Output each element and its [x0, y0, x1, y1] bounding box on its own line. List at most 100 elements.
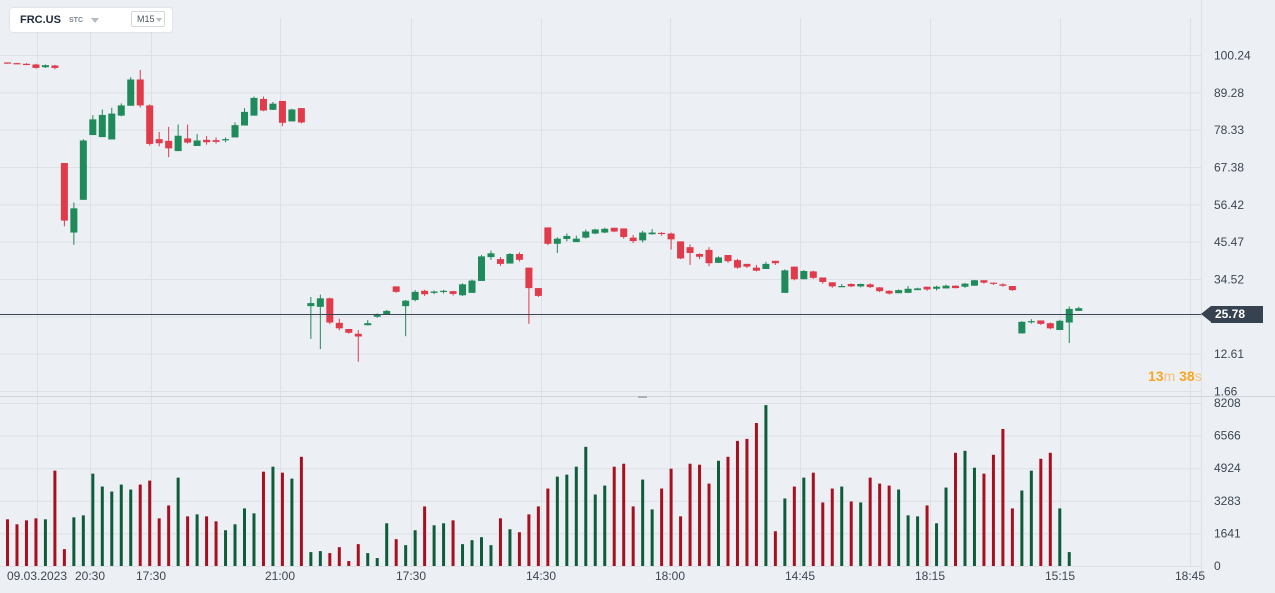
candle	[743, 263, 751, 268]
volume-bar	[138, 484, 142, 566]
candle-body	[534, 288, 542, 296]
volume-bar	[536, 506, 540, 566]
candle-body	[582, 231, 590, 238]
volume-bar	[878, 483, 882, 566]
price-tick-label: 56.42	[1214, 198, 1244, 212]
candle	[468, 279, 476, 293]
candle	[857, 283, 865, 288]
candle-body	[809, 271, 817, 278]
volume-bar	[243, 508, 246, 566]
volume-bar	[119, 484, 123, 566]
candle	[923, 286, 931, 291]
candle	[601, 227, 609, 234]
candle	[752, 264, 760, 272]
time-tick-label: 14:30	[526, 569, 556, 583]
interval-label: M15	[137, 14, 155, 24]
candle-body	[620, 228, 628, 237]
candle-body	[933, 286, 941, 289]
volume-bar	[859, 502, 863, 566]
candle	[942, 284, 950, 289]
volume-bar	[423, 506, 427, 566]
candle	[980, 280, 988, 284]
price-tick-label: 34.52	[1214, 273, 1244, 287]
candle-body	[127, 79, 135, 106]
candle	[259, 96, 267, 112]
candle-body	[79, 140, 87, 200]
candle	[705, 247, 713, 267]
volume-bar	[1039, 458, 1043, 566]
candle	[316, 294, 324, 350]
candle	[440, 289, 448, 294]
candle	[79, 139, 87, 200]
candle-body	[354, 333, 362, 337]
time-tick-label: 18:45	[1175, 569, 1205, 583]
candle	[525, 267, 533, 324]
volume-bar	[24, 520, 28, 566]
volume-bar	[574, 466, 578, 566]
price-tick-label: 100.24	[1214, 49, 1251, 63]
candle	[781, 269, 789, 293]
volume-bar	[963, 450, 967, 566]
candle	[297, 108, 305, 124]
volume-tick-label: 6566	[1214, 429, 1241, 443]
volume-bar	[612, 466, 616, 566]
candle	[307, 296, 315, 339]
candle-body	[658, 232, 666, 235]
candle-body	[923, 286, 931, 290]
candle-body	[553, 238, 561, 244]
time-tick-label: 09.03.2023	[7, 569, 67, 583]
volume-bar	[356, 544, 360, 566]
candle-body	[288, 109, 296, 122]
candle-body	[108, 113, 116, 140]
candle	[933, 285, 941, 291]
candle-body	[591, 229, 599, 234]
candle	[1056, 319, 1064, 331]
volume-bar	[252, 513, 256, 566]
candle-body	[51, 65, 59, 68]
volume-bar	[925, 505, 929, 566]
candle-body	[184, 138, 192, 143]
candle-body	[316, 298, 324, 307]
candle-body	[22, 63, 30, 66]
candle-body	[326, 298, 334, 323]
candle-body	[496, 259, 504, 264]
candle	[800, 270, 808, 280]
candle-body	[373, 314, 381, 317]
candle-body	[231, 125, 239, 138]
volume-bar	[849, 501, 853, 566]
candle-body	[345, 328, 353, 333]
symbol-label[interactable]: FRC.US	[20, 14, 61, 26]
chevron-down-icon[interactable]	[91, 18, 99, 23]
candle	[155, 131, 163, 147]
volume-bar	[783, 498, 787, 566]
volume-bar	[442, 523, 446, 566]
candle	[904, 286, 912, 293]
volume-bar	[299, 456, 303, 566]
candle-body	[629, 237, 637, 242]
volume-bar	[1001, 428, 1005, 566]
candle	[117, 103, 125, 117]
candle-body	[961, 283, 969, 287]
volume-series	[6, 405, 1071, 566]
candle-countdown: 13m 38s	[1148, 368, 1202, 384]
pane-divider-handle[interactable]	[638, 396, 647, 398]
volume-bar	[717, 460, 720, 566]
candle-body	[762, 263, 770, 270]
candle-body	[222, 139, 230, 141]
candle	[269, 101, 277, 110]
candle	[364, 320, 372, 326]
candle-body	[790, 266, 798, 280]
volume-bar	[233, 524, 237, 566]
volume-tick-label: 8208	[1214, 396, 1241, 410]
countdown-seconds-unit: s	[1194, 368, 1202, 384]
candle	[98, 109, 106, 138]
candle	[222, 137, 230, 143]
volume-bar	[214, 521, 218, 566]
interval-select[interactable]: M15	[131, 11, 165, 27]
price-tick-label: 67.38	[1214, 161, 1244, 175]
time-tick-label: 17:30	[396, 569, 426, 583]
price-tick-label: 45.47	[1214, 235, 1244, 249]
candle-body	[174, 135, 182, 152]
candle	[553, 237, 561, 253]
